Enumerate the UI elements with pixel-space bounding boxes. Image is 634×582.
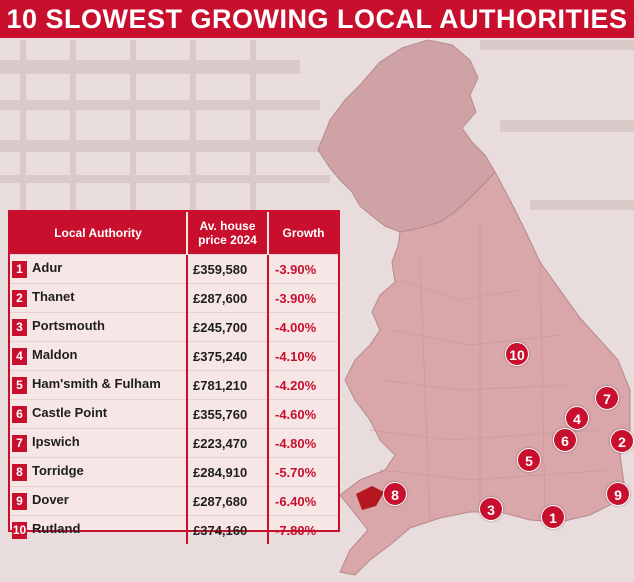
table-row: 9 Dover £287,680 -6.40% <box>10 486 338 516</box>
authority-cell: 5 Ham'smith & Fulham <box>10 370 188 400</box>
table-row: 3 Portsmouth £245,700 -4.00% <box>10 312 338 342</box>
authority-name: Torridge <box>32 463 84 479</box>
column-header-authority: Local Authority <box>10 212 188 255</box>
map-marker-2: 2 <box>610 429 634 453</box>
authority-name: Adur <box>32 260 63 276</box>
authority-cell: 2 Thanet <box>10 283 188 313</box>
price-cell: £284,910 <box>187 457 269 487</box>
authority-cell: 7 Ipswich <box>10 428 188 458</box>
ranking-table-grid: Local Authority Av. house price 2024 Gro… <box>10 212 338 544</box>
rank-badge: 1 <box>12 260 27 278</box>
authority-cell: 9 Dover <box>10 486 188 516</box>
price-cell: £359,580 <box>187 254 269 284</box>
price-cell: £245,700 <box>187 312 269 342</box>
rank-badge: 4 <box>12 347 27 365</box>
authority-cell: 10 Rutland <box>10 515 188 544</box>
price-cell: £223,470 <box>187 428 269 458</box>
price-cell: £355,760 <box>187 399 269 429</box>
authority-name: Thanet <box>32 289 75 305</box>
map-marker-7: 7 <box>595 386 619 410</box>
rank-badge: 7 <box>12 434 27 452</box>
rank-badge: 2 <box>12 289 27 307</box>
rank-badge: 6 <box>12 405 27 423</box>
table-row: 1 Adur £359,580 -3.90% <box>10 254 338 284</box>
authority-name: Dover <box>32 492 69 508</box>
rank-badge: 5 <box>12 376 27 394</box>
growth-cell: -4.60% <box>268 399 338 429</box>
authority-name: Ipswich <box>32 434 80 450</box>
table-row: 7 Ipswich £223,470 -4.80% <box>10 428 338 458</box>
authority-cell: 3 Portsmouth <box>10 312 188 342</box>
price-cell: £287,680 <box>187 486 269 516</box>
ranking-table: Local Authority Av. house price 2024 Gro… <box>8 210 340 544</box>
price-cell: £781,210 <box>187 370 269 400</box>
page-title: 10 SLOWEST GROWING LOCAL AUTHORITIES <box>0 0 634 38</box>
authority-cell: 6 Castle Point <box>10 399 188 429</box>
growth-cell: -4.00% <box>268 312 338 342</box>
authority-name: Rutland <box>32 521 81 537</box>
growth-cell: -7.80% <box>268 515 338 544</box>
price-cell: £287,600 <box>187 283 269 313</box>
authority-cell: 1 Adur <box>10 254 188 284</box>
price-cell: £375,240 <box>187 341 269 371</box>
map-marker-1: 1 <box>541 505 565 529</box>
column-header-price: Av. house price 2024 <box>187 212 269 255</box>
rank-badge: 3 <box>12 318 27 336</box>
authority-name: Portsmouth <box>32 318 105 334</box>
column-header-growth: Growth <box>268 212 338 255</box>
table-row: 8 Torridge £284,910 -5.70% <box>10 457 338 487</box>
growth-cell: -6.40% <box>268 486 338 516</box>
map-marker-6: 6 <box>553 428 577 452</box>
rank-badge: 9 <box>12 492 27 510</box>
price-cell: £374,160 <box>187 515 269 544</box>
table-row: 5 Ham'smith & Fulham £781,210 -4.20% <box>10 370 338 400</box>
authority-name: Maldon <box>32 347 78 363</box>
rank-badge: 8 <box>12 463 27 481</box>
map-marker-5: 5 <box>517 448 541 472</box>
growth-cell: -3.90% <box>268 254 338 284</box>
authority-name: Ham'smith & Fulham <box>32 376 161 392</box>
growth-cell: -5.70% <box>268 457 338 487</box>
table-row: 4 Maldon £375,240 -4.10% <box>10 341 338 371</box>
table-row: 2 Thanet £287,600 -3.90% <box>10 283 338 313</box>
growth-cell: -4.20% <box>268 370 338 400</box>
growth-cell: -3.90% <box>268 283 338 313</box>
map-marker-4: 4 <box>565 406 589 430</box>
map-marker-3: 3 <box>479 497 503 521</box>
map-marker-10: 10 <box>505 342 529 366</box>
table-row: 10 Rutland £374,160 -7.80% <box>10 515 338 544</box>
map-marker-8: 8 <box>383 482 407 506</box>
table-header-row: Local Authority Av. house price 2024 Gro… <box>10 212 338 255</box>
rank-badge: 10 <box>12 521 27 539</box>
table-row: 6 Castle Point £355,760 -4.60% <box>10 399 338 429</box>
authority-name: Castle Point <box>32 405 108 421</box>
authority-cell: 4 Maldon <box>10 341 188 371</box>
map-marker-9: 9 <box>606 482 630 506</box>
authority-cell: 8 Torridge <box>10 457 188 487</box>
growth-cell: -4.10% <box>268 341 338 371</box>
growth-cell: -4.80% <box>268 428 338 458</box>
